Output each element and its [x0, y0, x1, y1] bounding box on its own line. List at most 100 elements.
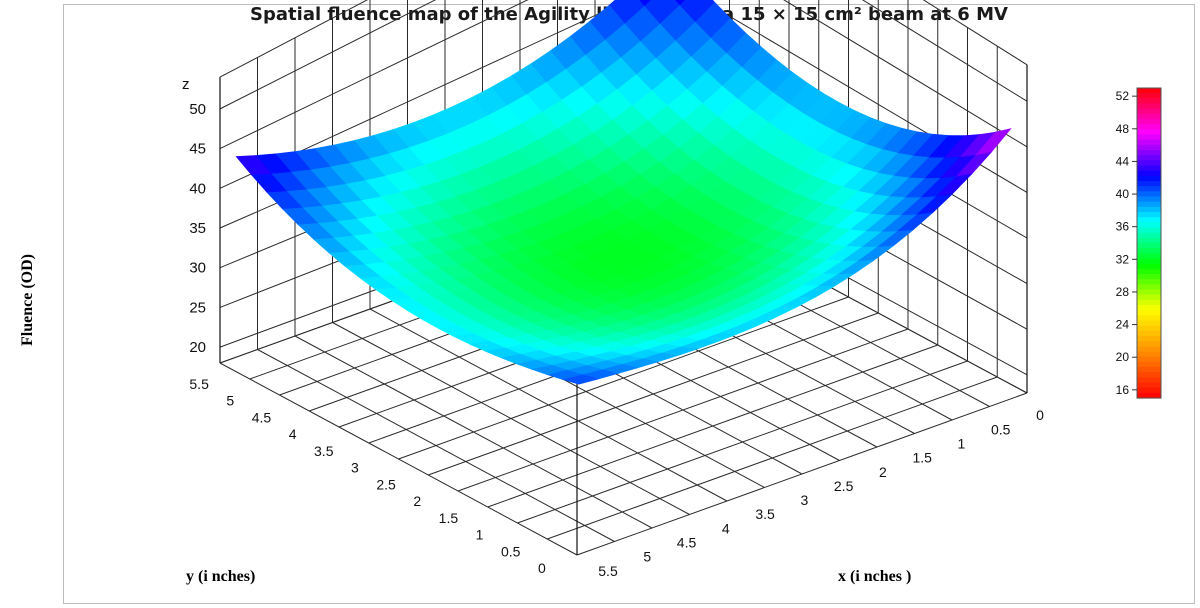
colorbar-tick-label: 16 — [1116, 383, 1130, 397]
colorbar-tick-label: 40 — [1116, 187, 1130, 201]
colorbar-segment — [1137, 310, 1161, 316]
colorbar-segment — [1137, 377, 1161, 384]
colorbar-segment — [1137, 289, 1161, 296]
colorbar-segment — [1137, 243, 1161, 249]
colorbar-segment — [1137, 217, 1161, 223]
z-tick-label: 25 — [189, 299, 206, 316]
colorbar-segment — [1137, 93, 1161, 99]
colorbar-segment — [1137, 356, 1161, 363]
colorbar-segment — [1137, 134, 1161, 141]
z-tick-label: 20 — [189, 339, 206, 356]
colorbar-segment — [1137, 170, 1161, 177]
colorbar-segment — [1137, 279, 1161, 285]
x-tick-label: 2 — [879, 464, 887, 480]
x-tick-label: 4.5 — [677, 534, 697, 550]
z-axis-letter: z — [182, 76, 190, 93]
z-tick-label: 35 — [189, 220, 206, 237]
y-tick-label: 3.5 — [314, 443, 334, 459]
colorbar-tick-label: 32 — [1116, 252, 1130, 266]
y-tick-label: 3 — [351, 460, 359, 476]
colorbar-segment — [1137, 175, 1161, 182]
y-tick-label: 0 — [538, 560, 546, 576]
colorbar-segment — [1137, 186, 1161, 192]
colorbar-tick-label: 48 — [1116, 122, 1130, 136]
colorbar-segment — [1137, 227, 1161, 234]
y-tick-label: 5 — [226, 393, 234, 409]
colorbar-tick-label: 44 — [1116, 154, 1130, 168]
colorbar-segment — [1137, 222, 1161, 229]
colorbar-border — [1136, 87, 1162, 399]
colorbar-segment — [1137, 98, 1161, 105]
y-axis-title: y (i nches) — [186, 568, 256, 585]
x-tick-label: 1 — [958, 436, 966, 452]
colorbar-segment — [1137, 196, 1161, 203]
x-tick-label: 2.5 — [834, 478, 854, 494]
colorbar-segment — [1137, 206, 1161, 213]
y-tick-label: 1 — [476, 527, 484, 543]
colorbar-segment — [1137, 160, 1161, 167]
colorbar-segment — [1137, 294, 1161, 301]
colorbar-segment — [1137, 150, 1161, 156]
colorbar-segment — [1137, 351, 1161, 358]
colorbar-segment — [1137, 284, 1161, 291]
x-tick-label: 0 — [1036, 407, 1044, 423]
x-axis-title: x (i nches ) — [838, 568, 912, 585]
y-tick-label: 4.5 — [252, 409, 272, 425]
z-tick-label: 50 — [189, 101, 206, 118]
colorbar-segment — [1137, 367, 1161, 373]
colorbar-segment — [1137, 274, 1161, 280]
colorbar-tick-label: 52 — [1116, 89, 1130, 103]
z-tick-label: 45 — [189, 141, 206, 158]
colorbar-segment — [1137, 88, 1161, 94]
colorbar-segment — [1137, 346, 1161, 353]
x-tick-label: 3.5 — [755, 506, 775, 522]
colorbar-segment — [1137, 191, 1161, 198]
z-tick-label: 30 — [189, 260, 206, 277]
colorbar-tick-label: 28 — [1116, 285, 1130, 299]
colorbar-segment — [1137, 305, 1161, 311]
x-tick-label: 0.5 — [991, 421, 1011, 437]
grid-line — [219, 0, 1028, 193]
colorbar-segment — [1137, 103, 1161, 110]
colorbar-segment — [1137, 320, 1161, 327]
surface-patch — [674, 0, 686, 6]
colorbar-segment — [1137, 248, 1161, 254]
colorbar-segment — [1137, 181, 1161, 187]
colorbar-segment — [1137, 336, 1161, 342]
colorbar-segment — [1137, 201, 1161, 208]
colorbar-segment — [1137, 258, 1161, 265]
colorbar-segment — [1137, 139, 1161, 146]
grid-line — [219, 0, 1028, 110]
colorbar-segment — [1137, 268, 1161, 275]
y-tick-label: 1.5 — [439, 510, 459, 526]
colorbar-segment — [1137, 129, 1161, 136]
grid-line — [219, 0, 1028, 150]
colorbar-segment — [1137, 108, 1161, 115]
colorbar-segment — [1137, 299, 1161, 306]
colorbar-segment — [1137, 315, 1161, 322]
colorbar-segment — [1137, 124, 1161, 130]
colorbar-segment — [1137, 232, 1161, 239]
colorbar-segment — [1137, 325, 1161, 332]
z-tick-label: 40 — [189, 180, 206, 197]
colorbar-segment — [1137, 361, 1161, 368]
colorbar-tick-label: 36 — [1116, 220, 1130, 234]
x-tick-label: 1.5 — [912, 450, 932, 466]
colorbar-segment — [1137, 155, 1161, 161]
colorbar-tick-label: 20 — [1116, 350, 1130, 364]
colorbar-segment — [1137, 113, 1161, 120]
y-tick-label: 2 — [413, 493, 421, 509]
colorbar-segment — [1137, 144, 1161, 151]
colorbar-segment — [1137, 237, 1161, 244]
colorbar-segment — [1137, 212, 1161, 218]
colorbar-segment — [1137, 165, 1161, 172]
x-tick-label: 3 — [800, 492, 808, 508]
colorbar-segment — [1137, 372, 1161, 378]
colorbar-segment — [1137, 392, 1161, 399]
y-tick-label: 4 — [289, 426, 297, 442]
y-tick-label: 2.5 — [376, 476, 396, 492]
y-tick-label: 5.5 — [189, 376, 209, 392]
y-tick-label: 0.5 — [501, 543, 521, 559]
colorbar-segment — [1137, 387, 1161, 394]
